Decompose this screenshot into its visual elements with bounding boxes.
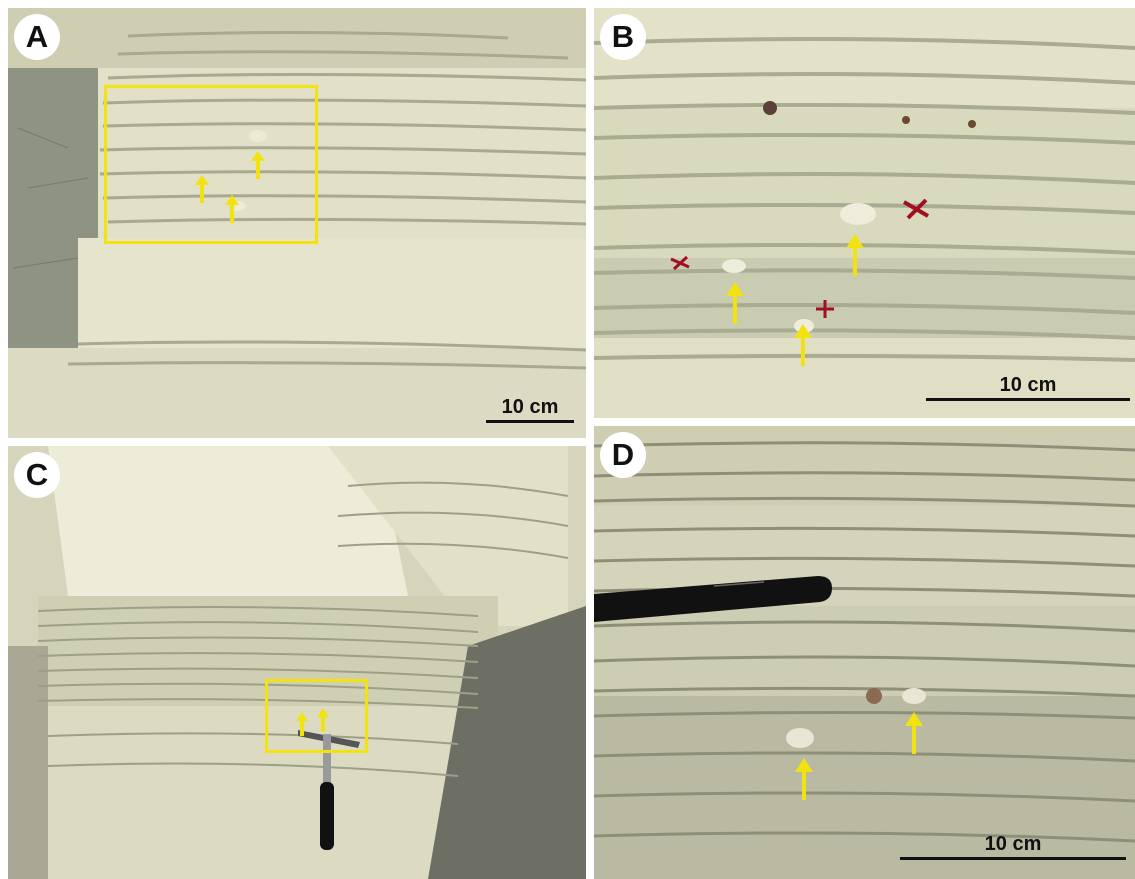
panel-label-a: A	[14, 14, 60, 60]
highlight-box-c	[265, 679, 368, 753]
scale-label-b: 10 cm	[999, 374, 1057, 396]
outcrop-photo-d	[594, 426, 1135, 879]
panel-label-d: D	[600, 432, 646, 478]
arrow-up-icon	[905, 712, 923, 754]
scale-label-a: 10 cm	[501, 396, 559, 418]
panel-b: B 10 cm	[594, 8, 1135, 418]
scale-line-a	[486, 420, 574, 423]
panel-c: C	[8, 446, 586, 879]
arrow-up-icon	[726, 282, 744, 324]
outcrop-photo-b	[594, 8, 1135, 418]
panel-a: A 10 cm	[8, 8, 586, 438]
red-cross-mark-icon	[816, 300, 834, 318]
scale-label-d: 10 cm	[984, 833, 1042, 855]
scale-bar-a: 10 cm	[486, 396, 574, 423]
arrow-up-icon	[225, 195, 239, 223]
rock-hammer-icon	[298, 730, 360, 850]
red-cross-mark-icon	[902, 198, 930, 220]
arrow-up-icon	[317, 708, 329, 732]
scale-line-b	[926, 398, 1130, 401]
scale-bar-d: 10 cm	[900, 833, 1126, 860]
arrow-up-icon	[846, 234, 864, 276]
panel-label-c: C	[14, 452, 60, 498]
scale-line-d	[900, 857, 1126, 860]
outcrop-photo-a	[8, 8, 586, 438]
outcrop-photo-c	[8, 446, 586, 879]
pen-icon	[594, 576, 832, 622]
panel-label-b: B	[600, 14, 646, 60]
highlight-box-a	[104, 85, 318, 244]
arrow-up-icon	[195, 175, 209, 203]
arrow-up-icon	[794, 324, 812, 366]
scale-bar-b: 10 cm	[926, 374, 1130, 401]
red-cross-mark-icon	[670, 255, 690, 271]
arrow-up-icon	[296, 712, 308, 736]
arrow-up-icon	[795, 758, 813, 800]
panel-d: D 10 cm	[594, 426, 1135, 879]
arrow-up-icon	[251, 151, 265, 179]
